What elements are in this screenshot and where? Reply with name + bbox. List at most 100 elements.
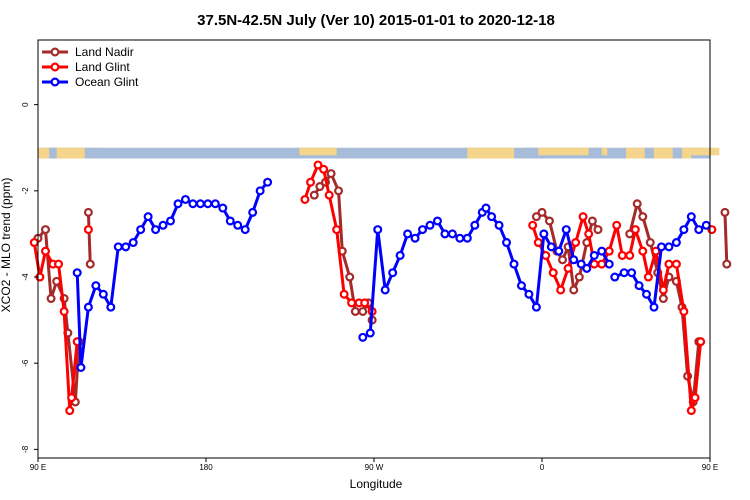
data-point-land-glint: [65, 406, 75, 416]
data-point-land-glint: [324, 190, 334, 200]
chart-title: 37.5N-42.5N July (Ver 10) 2015-01-01 to …: [197, 12, 555, 29]
data-point-ocean-glint: [76, 363, 86, 373]
x-tick-label: 90 E: [702, 463, 718, 472]
data-point-land-nadir: [358, 306, 368, 316]
data-point-ocean-glint: [627, 268, 637, 278]
data-point-land-glint: [319, 164, 329, 174]
data-point-land-glint: [306, 177, 316, 187]
data-point-ocean-glint: [502, 238, 512, 248]
data-point-ocean-glint: [634, 281, 644, 291]
data-point-land-glint: [612, 220, 622, 230]
data-point-land-nadir: [587, 216, 597, 226]
data-point-land-nadir: [83, 207, 93, 217]
data-point-land-nadir: [722, 259, 732, 269]
data-point-ocean-glint: [604, 259, 614, 269]
data-point-ocean-glint: [151, 225, 161, 235]
data-point-ocean-glint: [255, 186, 265, 196]
map-strip-water: [672, 147, 682, 159]
data-point-land-glint: [548, 268, 558, 278]
legend-item-ocean-glint: Ocean Glint: [42, 75, 139, 89]
data-point-land-nadir: [334, 186, 344, 196]
data-point-land-glint: [578, 212, 588, 222]
data-point-ocean-glint: [248, 207, 258, 217]
data-point-ocean-glint: [173, 199, 183, 209]
data-point-land-nadir: [345, 272, 355, 282]
map-strip-water: [49, 147, 57, 159]
data-point-ocean-glint: [649, 302, 659, 312]
data-point-ocean-glint: [136, 225, 146, 235]
data-point-land-glint: [54, 259, 64, 269]
data-point-ocean-glint: [455, 233, 465, 243]
series-line-land-nadir: [86, 212, 92, 265]
data-point-ocean-glint: [358, 332, 368, 342]
x-axis-label: Longitude: [350, 477, 403, 491]
data-point-land-glint: [690, 393, 700, 403]
data-point-ocean-glint: [516, 281, 526, 291]
data-point-ocean-glint: [554, 246, 564, 256]
data-point-ocean-glint: [72, 268, 82, 278]
map-strip-water: [523, 147, 539, 159]
data-point-land-glint: [300, 194, 310, 204]
data-point-ocean-glint: [561, 225, 571, 235]
legend-item-land-glint: Land Glint: [42, 60, 130, 74]
data-point-ocean-glint: [98, 289, 108, 299]
map-strip-land: [47, 147, 72, 159]
series-land-glint: [29, 160, 717, 416]
data-point-land-nadir: [85, 259, 95, 269]
map-strip-land: [626, 147, 692, 159]
data-point-ocean-glint: [225, 216, 235, 226]
y-axis-label: XCO2 - MLO trend (ppm): [0, 178, 13, 313]
data-point-land-nadir: [593, 225, 603, 235]
series-layer: [29, 160, 732, 416]
data-point-ocean-glint: [373, 225, 383, 235]
x-tick-label: 90 W: [365, 463, 384, 472]
data-point-land-glint: [332, 225, 342, 235]
data-point-land-glint: [643, 272, 653, 282]
data-point-ocean-glint: [388, 268, 398, 278]
data-point-ocean-glint: [210, 199, 220, 209]
data-point-ocean-glint: [524, 289, 534, 299]
data-point-ocean-glint: [166, 216, 176, 226]
data-point-land-glint: [679, 306, 689, 316]
data-point-land-glint: [651, 246, 661, 256]
data-point-land-nadir: [544, 216, 554, 226]
data-point-land-glint: [638, 246, 648, 256]
y-tick-label: -8: [21, 445, 30, 453]
data-point-land-nadir: [632, 199, 642, 209]
data-point-land-nadir: [638, 212, 648, 222]
data-point-ocean-glint: [671, 238, 681, 248]
data-point-ocean-glint: [642, 289, 652, 299]
map-strip-ocean: [38, 147, 710, 159]
data-point-land-glint: [671, 259, 681, 269]
data-point-ocean-glint: [619, 268, 629, 278]
legend-swatch-marker: [50, 62, 60, 72]
data-point-ocean-glint: [462, 233, 472, 243]
data-point-ocean-glint: [158, 220, 168, 230]
data-point-ocean-glint: [380, 285, 390, 295]
legend-swatch-marker: [50, 77, 60, 87]
data-point-ocean-glint: [203, 199, 213, 209]
map-strip-land: [299, 147, 337, 156]
data-point-ocean-glint: [106, 302, 116, 312]
data-point-ocean-glint: [233, 220, 243, 230]
data-point-land-glint: [528, 220, 538, 230]
y-tick-label: 0: [21, 102, 30, 107]
data-point-ocean-glint: [509, 259, 519, 269]
data-point-ocean-glint: [365, 328, 375, 338]
data-point-ocean-glint: [263, 177, 273, 187]
data-point-ocean-glint: [188, 199, 198, 209]
map-strip-land: [532, 147, 608, 156]
data-point-land-glint: [696, 337, 706, 347]
series-line-ocean-glint: [75, 181, 269, 370]
data-point-ocean-glint: [701, 220, 711, 230]
map-strip-water: [90, 147, 98, 159]
data-point-land-glint: [584, 229, 594, 239]
data-point-ocean-glint: [487, 212, 497, 222]
data-point-ocean-glint: [470, 220, 480, 230]
data-point-ocean-glint: [589, 250, 599, 260]
data-point-ocean-glint: [240, 225, 250, 235]
data-point-ocean-glint: [410, 233, 420, 243]
data-point-ocean-glint: [440, 229, 450, 239]
data-point-land-nadir: [569, 285, 579, 295]
